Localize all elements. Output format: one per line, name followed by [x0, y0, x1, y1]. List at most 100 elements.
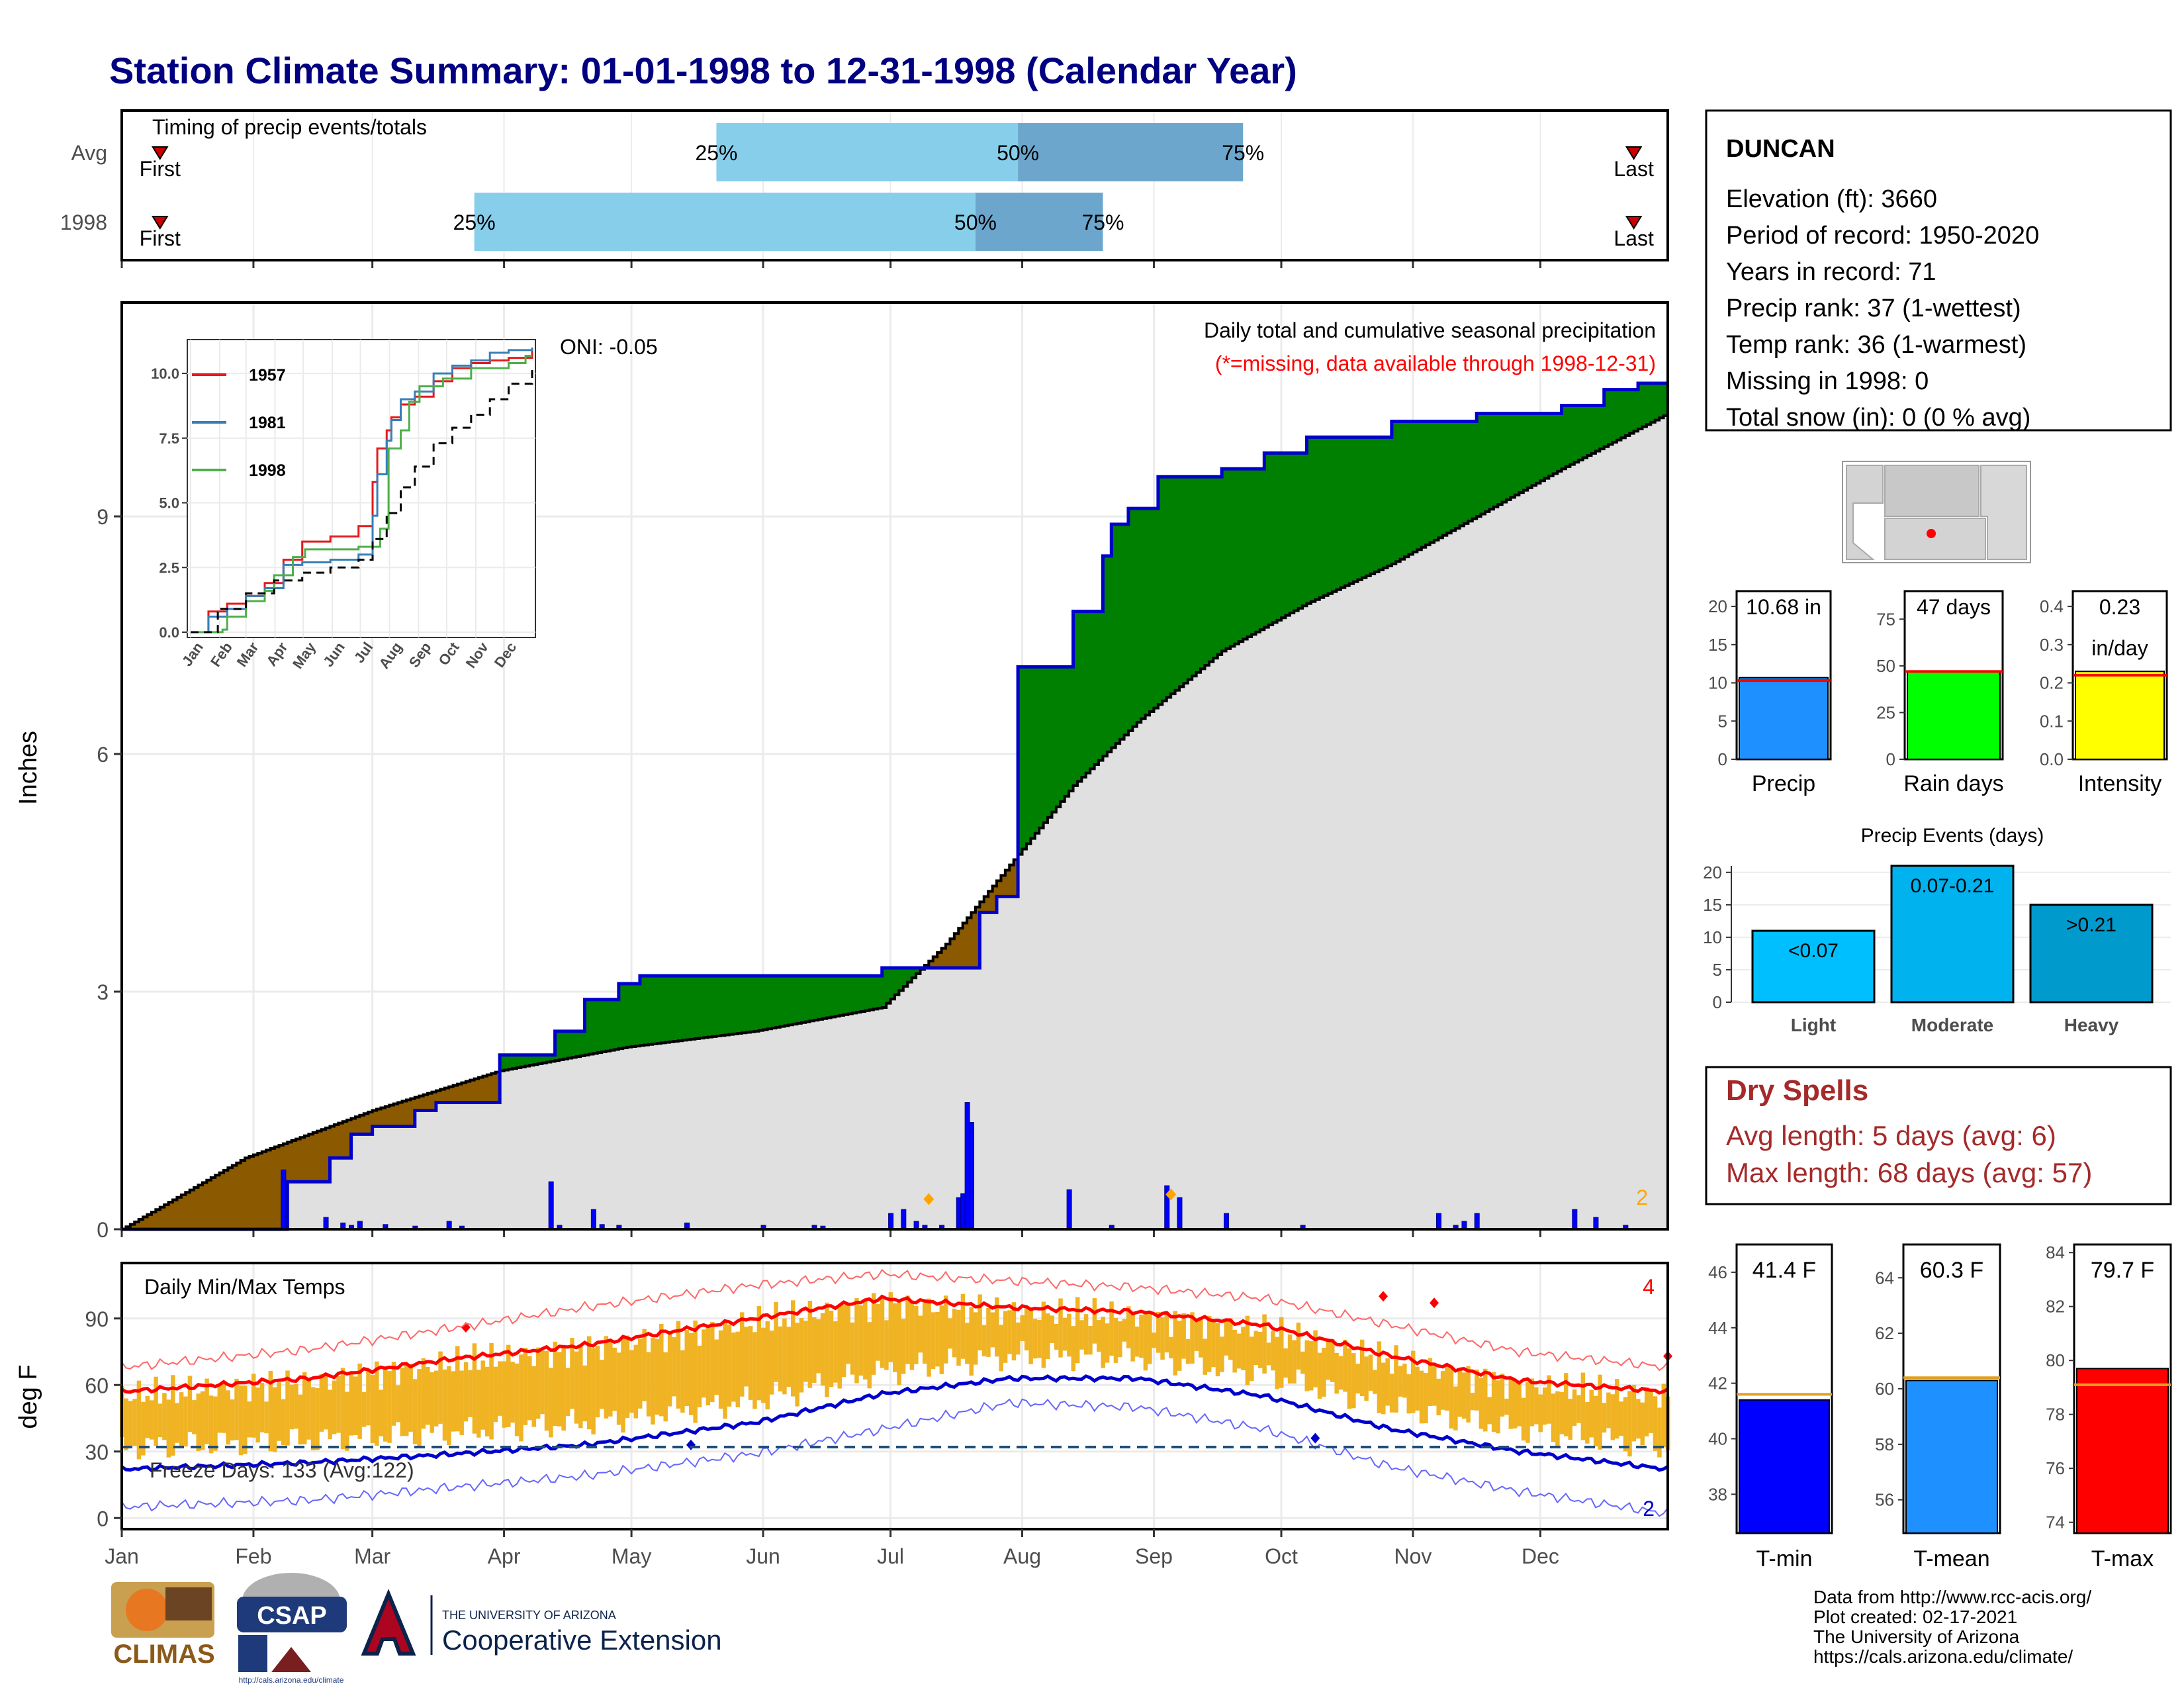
station-info-line: Elevation (ft): 3660: [1726, 185, 1937, 213]
daily-temp-bar: [1016, 1322, 1021, 1355]
month-label: Mar: [354, 1544, 390, 1568]
mini-bar-ytick-label: 0.4: [2040, 596, 2064, 616]
daily-temp-bar: [1610, 1394, 1615, 1440]
daily-temp-bar: [213, 1396, 218, 1451]
daily-temp-bar: [1657, 1407, 1662, 1458]
daily-temp-bar: [705, 1327, 711, 1406]
dry-spells-avg: Avg length: 5 days (avg: 6): [1726, 1120, 2056, 1151]
temp-summary-caption: T-mean: [1913, 1546, 1989, 1571]
last-event-marker: [1625, 146, 1643, 160]
mini-bar-ytick-label: 10: [1708, 673, 1727, 693]
daily-temp-bar: [553, 1341, 558, 1426]
daily-temp-bar: [128, 1401, 133, 1447]
temp-summary-value-label: 60.3 F: [1920, 1258, 1983, 1283]
daily-temp-bar: [1037, 1319, 1042, 1358]
record-high-marker: [1430, 1297, 1439, 1309]
station-info-line: Period of record: 1950-2020: [1726, 222, 2039, 250]
climas-logo-text: CLIMAS: [113, 1640, 214, 1669]
daily-temp-bar: [285, 1370, 290, 1446]
daily-precip-bar: [1224, 1213, 1230, 1230]
daily-temp-bar: [1236, 1333, 1242, 1369]
daily-temp-bar: [336, 1376, 341, 1433]
dry-spells-box: Dry Spells Avg length: 5 days (avg: 6) M…: [1705, 1066, 2172, 1205]
daily-temp-bar: [1602, 1403, 1607, 1433]
daily-temp-bar: [1649, 1391, 1653, 1433]
daily-temp-bar: [1606, 1392, 1611, 1429]
daily-temp-bar: [1470, 1393, 1475, 1411]
daily-temp-bar: [200, 1391, 205, 1450]
daily-temp-bar: [1134, 1326, 1140, 1357]
daily-temp-bar: [298, 1394, 303, 1445]
daily-temp-bar: [247, 1401, 252, 1438]
daily-temp-bar: [540, 1350, 545, 1415]
daily-temp-bar: [1398, 1366, 1403, 1397]
daily-temp-bar: [1308, 1341, 1314, 1391]
daily-temp-bar: [1211, 1321, 1216, 1368]
daily-temp-bar: [1296, 1323, 1301, 1370]
record-max-line: [121, 1268, 1668, 1372]
daily-temp-bar: [1215, 1323, 1220, 1377]
events-chart: Precip Events (days) 0 5 10 15 20 <0.07 Light 0…: [1703, 825, 2171, 1035]
daily-temp-bar: [187, 1376, 193, 1432]
footer-credit-line: The University of Arizona: [1813, 1626, 2020, 1647]
daily-temp-bar: [637, 1338, 643, 1409]
daily-temp-bar: [1257, 1331, 1263, 1368]
daily-temp-bar: [990, 1312, 995, 1348]
daily-temp-bar: [1343, 1339, 1347, 1392]
month-label: Jan: [105, 1544, 139, 1568]
temp-summary-bar-0: [1739, 1399, 1830, 1534]
daily-temp-bar: [1334, 1352, 1339, 1394]
precip-panel: Daily total and cumulative seasonal prec…: [15, 301, 1669, 1242]
daily-temp-bar: [591, 1348, 596, 1434]
daily-temp-bar: [1461, 1372, 1467, 1419]
daily-temp-bar: [867, 1322, 872, 1389]
daily-temp-bar: [565, 1368, 570, 1417]
daily-temp-bar: [493, 1366, 498, 1423]
timing-q75-label: 75%: [1081, 211, 1124, 234]
daily-temp-bar: [1177, 1321, 1182, 1371]
daily-temp-bar: [357, 1363, 362, 1439]
daily-temp-bar: [349, 1374, 354, 1436]
daily-temp-bar: [723, 1319, 727, 1419]
daily-temp-bar: [1440, 1371, 1445, 1410]
daily-temp-bar: [294, 1383, 298, 1429]
events-bar-light: [1751, 929, 1876, 1004]
daily-temp-bar: [208, 1395, 214, 1454]
daily-temp-bar: [981, 1325, 987, 1356]
daily-temp-bar: [1500, 1374, 1505, 1417]
daily-temp-bar: [1585, 1402, 1590, 1444]
first-label: First: [140, 157, 181, 181]
month-label: Jun: [746, 1544, 780, 1568]
daily-temp-bar: [1271, 1331, 1275, 1371]
daily-temp-bar: [1580, 1372, 1586, 1440]
daily-temp-bar: [1563, 1373, 1569, 1436]
mini-bar-value-0: [1739, 677, 1829, 760]
daily-temp-bar: [154, 1376, 158, 1446]
daily-temp-bar: [1576, 1395, 1581, 1423]
daily-temp-bar: [387, 1371, 392, 1443]
daily-temp-bar: [680, 1350, 685, 1413]
events-title: Precip Events (days): [1861, 825, 2044, 847]
daily-temp-bar: [1394, 1345, 1398, 1413]
daily-temp-bar: [876, 1303, 880, 1361]
daily-temp-bar: [451, 1371, 456, 1432]
daily-temp-bar: [1313, 1330, 1318, 1387]
avg-min-line: [120, 1374, 1669, 1473]
daily-temp-bar: [1453, 1386, 1458, 1430]
daily-temp-bar: [795, 1323, 799, 1407]
daily-temp-bar: [324, 1374, 328, 1430]
daily-temp-bar: [484, 1366, 490, 1436]
daily-temp-bar: [1283, 1348, 1288, 1378]
daily-temp-bar: [642, 1329, 647, 1401]
summary-bar-charts: 0 5 10 15 20 10.68 in Precip 0 25 50 75 47 days Rain…: [1708, 590, 2168, 796]
daily-temp-bar: [1568, 1399, 1572, 1440]
mini-bar-ytick-label: 0: [1718, 749, 1727, 769]
daily-precip-bar: [1435, 1213, 1441, 1230]
events-ytick-label: 10: [1703, 927, 1722, 947]
daily-temp-bar: [340, 1368, 345, 1450]
daily-temp-bar: [574, 1351, 579, 1424]
daily-temp-bar: [769, 1331, 774, 1395]
daily-temp-bar: [328, 1389, 332, 1440]
